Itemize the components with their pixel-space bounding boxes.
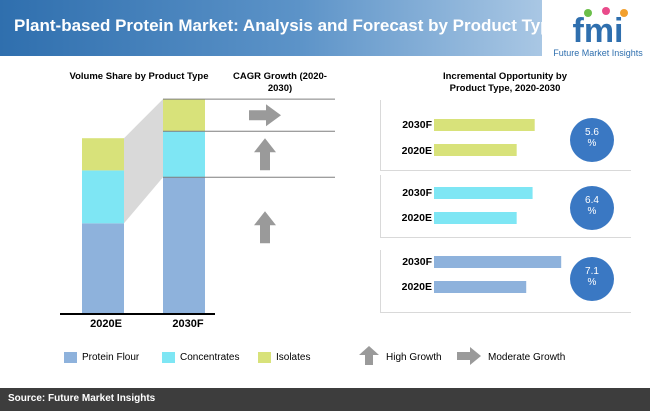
volume-share-title: Volume Share by Product Type <box>69 71 209 82</box>
legend-swatch-concentrates <box>162 352 175 363</box>
bar-protein-flour-2030f <box>163 177 205 313</box>
legend-concentrates: Concentrates <box>180 352 240 363</box>
isolates-right-arrow-icon <box>249 104 281 127</box>
incremental-opportunity-title: Incremental Opportunity by Product Type,… <box>442 71 568 94</box>
concentrates-2020e-label: 2020E <box>401 212 432 224</box>
source-text: Source: Future Market Insights <box>8 393 156 404</box>
concentrates-up-arrow-icon <box>254 138 276 171</box>
bar-category-2030f: 2030F <box>172 318 204 330</box>
incremental-opportunity-chart <box>434 119 562 293</box>
concentrates-opportunity-box <box>380 175 631 238</box>
bar-concentrates-2020e <box>82 170 124 224</box>
fmi-logo: fmi Future Market Insights <box>548 2 648 60</box>
legend-swatch-isolates <box>258 352 271 363</box>
legend-up-arrow-icon <box>359 346 379 365</box>
cagr-growth-title: CAGR Growth (2020-2030) <box>233 71 327 94</box>
legend-high-growth: High Growth <box>386 352 442 363</box>
hbar-concentrates-2020e <box>434 212 517 224</box>
legend-protein-flour: Protein Flour <box>82 352 140 363</box>
isolates-opportunity-box <box>380 100 631 171</box>
svg-text:Future Market Insights: Future Market Insights <box>553 48 643 58</box>
protein-flour-opportunity-box <box>380 250 631 313</box>
hbar-isolates-2030f <box>434 119 535 131</box>
chart-baseline <box>60 313 215 315</box>
legend-swatch-protein-flour <box>64 352 77 363</box>
protein-flour-cagr-bubble: 7.1% <box>570 257 614 301</box>
bar-protein-flour-2020e <box>82 223 124 313</box>
hbar-isolates-2020e <box>434 144 517 156</box>
bar-connector <box>124 99 163 224</box>
bar-concentrates-2030f <box>163 131 205 178</box>
concentrates-2030f-label: 2030F <box>402 187 432 199</box>
title-bar <box>0 0 542 56</box>
page-title: Plant-based Protein Market: Analysis and… <box>14 16 561 35</box>
concentrates-cagr-bubble: 6.4% <box>570 186 614 230</box>
source-bar <box>0 388 650 411</box>
legend-right-arrow-icon <box>457 347 481 365</box>
hbar-concentrates-2030f <box>434 187 533 199</box>
bar-isolates-2030f <box>163 99 205 132</box>
protein-flour-up-arrow-icon <box>254 211 276 244</box>
bar-category-2020e: 2020E <box>90 318 122 330</box>
legend-isolates: Isolates <box>276 352 311 363</box>
hbar-protein-flour-2030f <box>434 256 562 268</box>
volume-share-chart <box>82 98 335 313</box>
svg-text:fmi: fmi <box>573 12 624 50</box>
bar-isolates-2020e <box>82 138 124 171</box>
protein-flour-2030f-label: 2030F <box>402 256 432 268</box>
isolates-2030f-label: 2030F <box>402 119 432 131</box>
hbar-protein-flour-2020e <box>434 281 527 293</box>
isolates-cagr-bubble: 5.6% <box>570 118 614 162</box>
legend-moderate-growth: Moderate Growth <box>488 352 566 363</box>
isolates-2020e-label: 2020E <box>401 145 432 157</box>
protein-flour-2020e-label: 2020E <box>401 281 432 293</box>
